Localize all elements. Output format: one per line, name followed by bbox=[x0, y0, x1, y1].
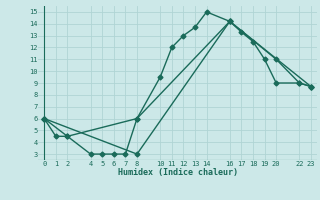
X-axis label: Humidex (Indice chaleur): Humidex (Indice chaleur) bbox=[118, 168, 238, 177]
